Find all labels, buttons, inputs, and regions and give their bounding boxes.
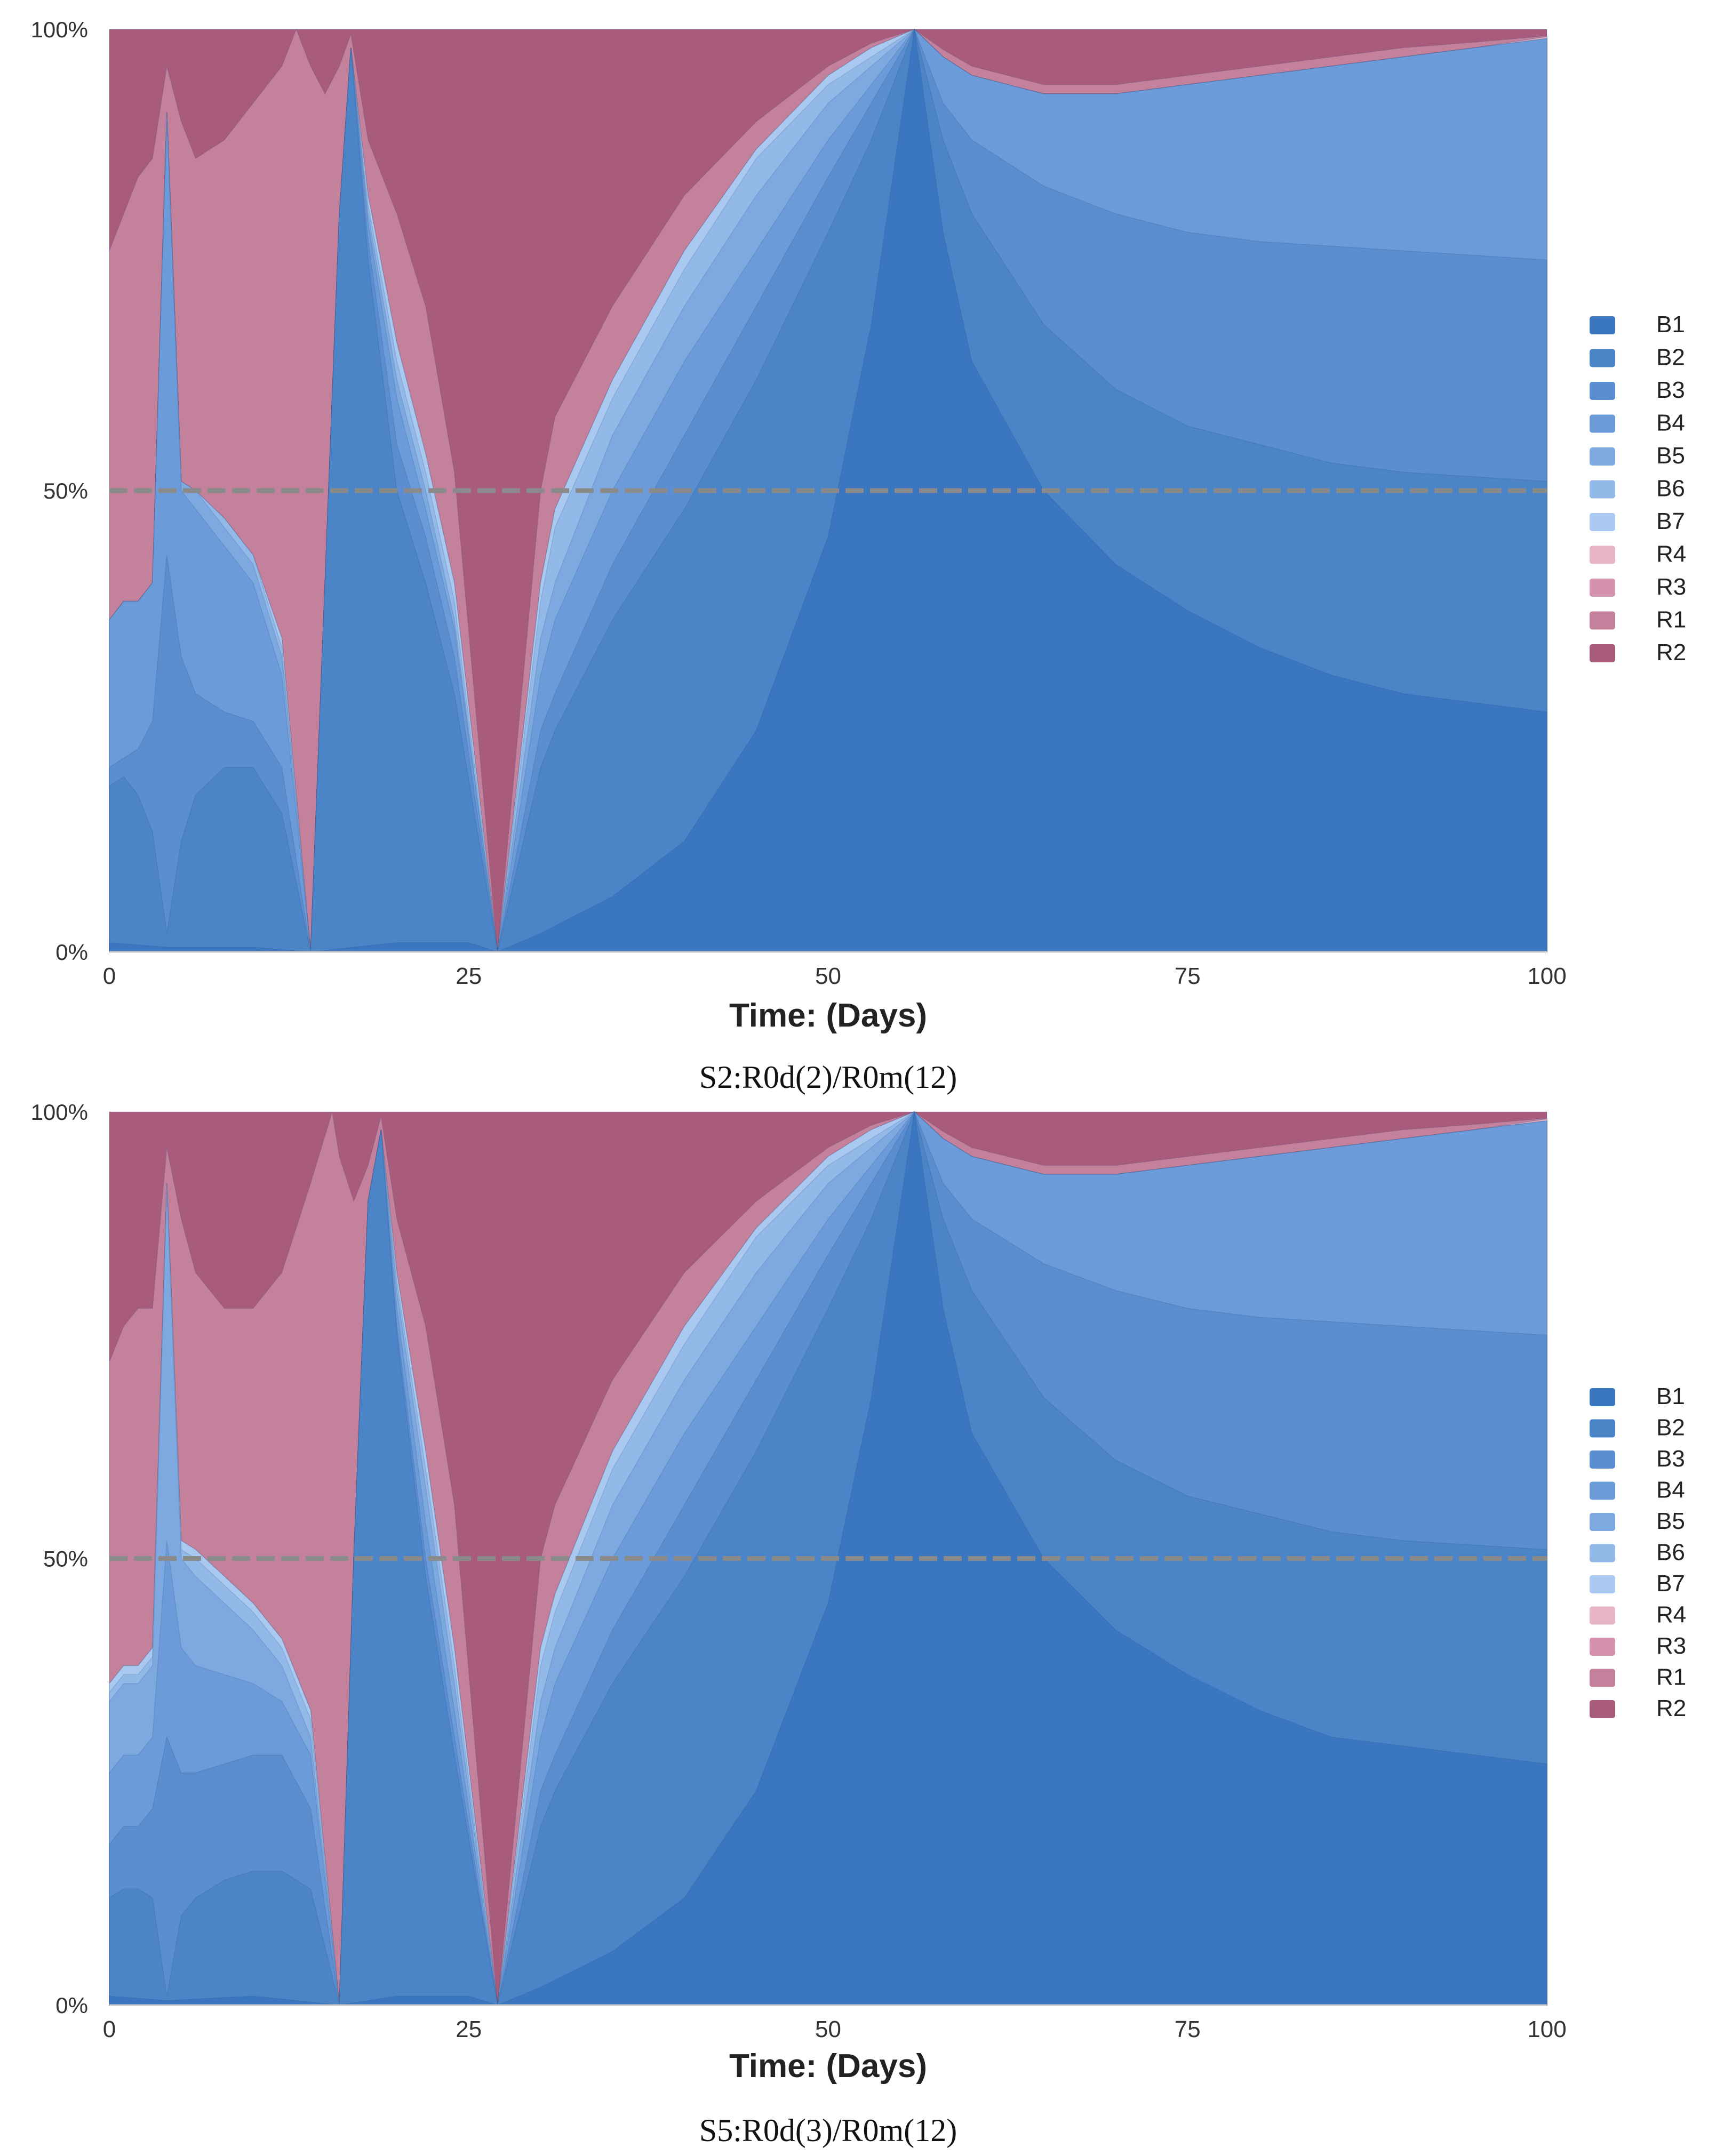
legend-label-r4: R4 (1656, 1602, 1686, 1628)
legend-label-b5: B5 (1656, 1508, 1685, 1534)
legend-label-b7: B7 (1656, 1570, 1685, 1597)
y-tick-label: 0% (55, 940, 88, 965)
legend-label-r1: R1 (1656, 607, 1686, 633)
legend-swatch-r2 (1590, 1700, 1615, 1718)
legend-swatch-b3 (1590, 382, 1615, 400)
legend-swatch-b6 (1590, 1544, 1615, 1562)
legend-label-r2: R2 (1656, 1695, 1686, 1721)
x-tick-label: 0 (103, 2016, 116, 2042)
x-tick-label: 75 (1175, 2016, 1201, 2042)
legend-label-r3: R3 (1656, 1633, 1686, 1659)
legend-label-r1: R1 (1656, 1664, 1686, 1690)
legend-label-b4: B4 (1656, 1477, 1685, 1503)
y-tick-label: 100% (31, 1100, 88, 1125)
legend-swatch-b7 (1590, 513, 1615, 531)
legend-swatch-b2 (1590, 1419, 1615, 1438)
legend-swatch-b1 (1590, 316, 1615, 334)
legend-swatch-b7 (1590, 1575, 1615, 1593)
area-series-b1 (109, 1111, 1547, 2006)
legend-label-r3: R3 (1656, 574, 1686, 600)
legend-label-b7: B7 (1656, 508, 1685, 534)
legend: B1 B2 B3 B4 B5 B6 B7 R4 R3 R1 R2 (1590, 311, 1686, 666)
x-tick-label: 0 (103, 963, 116, 989)
x-tick-label: 100 (1527, 2016, 1566, 2042)
x-tick-label: 50 (815, 2016, 841, 2042)
legend-swatch-r3 (1590, 579, 1615, 597)
x-axis-label: Time: (Days) (729, 2048, 927, 2085)
legend-swatch-r4 (1590, 1606, 1615, 1625)
legend: B1 B2 B3 B4 B5 B6 B7 R4 R3 R1 R2 (1590, 1383, 1686, 1721)
legend-swatch-r1 (1590, 1669, 1615, 1687)
legend-swatch-r4 (1590, 546, 1615, 564)
chart-panel-2: 0 25 50 75 100 0% 50% 100% Time: (Days) S5:R0d(3)… (31, 1100, 1687, 2148)
chart-panel-1: 0 25 50 75 100 0% 50% 100% Time: (Days) S2:R0d(2)… (31, 17, 1687, 1095)
x-axis-label: Time: (Days) (729, 997, 927, 1034)
legend-swatch-b3 (1590, 1450, 1615, 1469)
y-tick-label: 100% (31, 17, 88, 42)
legend-label-b4: B4 (1656, 410, 1685, 436)
legend-label-b6: B6 (1656, 1540, 1685, 1566)
legend-swatch-r2 (1590, 644, 1615, 662)
legend-swatch-b2 (1590, 349, 1615, 367)
legend-swatch-b5 (1590, 447, 1615, 466)
legend-swatch-b4 (1590, 414, 1615, 433)
legend-label-r4: R4 (1656, 541, 1686, 567)
legend-label-b1: B1 (1656, 311, 1685, 338)
x-tick-label: 75 (1175, 963, 1201, 989)
legend-label-b1: B1 (1656, 1383, 1685, 1409)
legend-label-b3: B3 (1656, 377, 1685, 403)
legend-swatch-b1 (1590, 1388, 1615, 1406)
legend-swatch-r1 (1590, 611, 1615, 630)
legend-swatch-b6 (1590, 480, 1615, 499)
legend-swatch-b4 (1590, 1481, 1615, 1500)
legend-label-b3: B3 (1656, 1446, 1685, 1472)
legend-swatch-r3 (1590, 1638, 1615, 1656)
legend-label-r2: R2 (1656, 639, 1686, 666)
x-tick-label: 25 (456, 963, 482, 989)
legend-label-b5: B5 (1656, 443, 1685, 469)
y-tick-label: 0% (55, 1993, 88, 2018)
chart-caption: S5:R0d(3)/R0m(12) (699, 2113, 957, 2148)
y-tick-label: 50% (43, 478, 88, 503)
x-tick-label: 50 (815, 963, 841, 989)
y-tick-label: 50% (43, 1546, 88, 1572)
legend-label-b2: B2 (1656, 1415, 1685, 1441)
chart-caption: S2:R0d(2)/R0m(12) (699, 1060, 957, 1095)
area-series-b1 (109, 29, 1547, 952)
legend-swatch-b5 (1590, 1513, 1615, 1531)
x-tick-label: 25 (456, 2016, 482, 2042)
x-tick-label: 100 (1527, 963, 1566, 989)
legend-label-b2: B2 (1656, 344, 1685, 371)
legend-label-b6: B6 (1656, 476, 1685, 502)
